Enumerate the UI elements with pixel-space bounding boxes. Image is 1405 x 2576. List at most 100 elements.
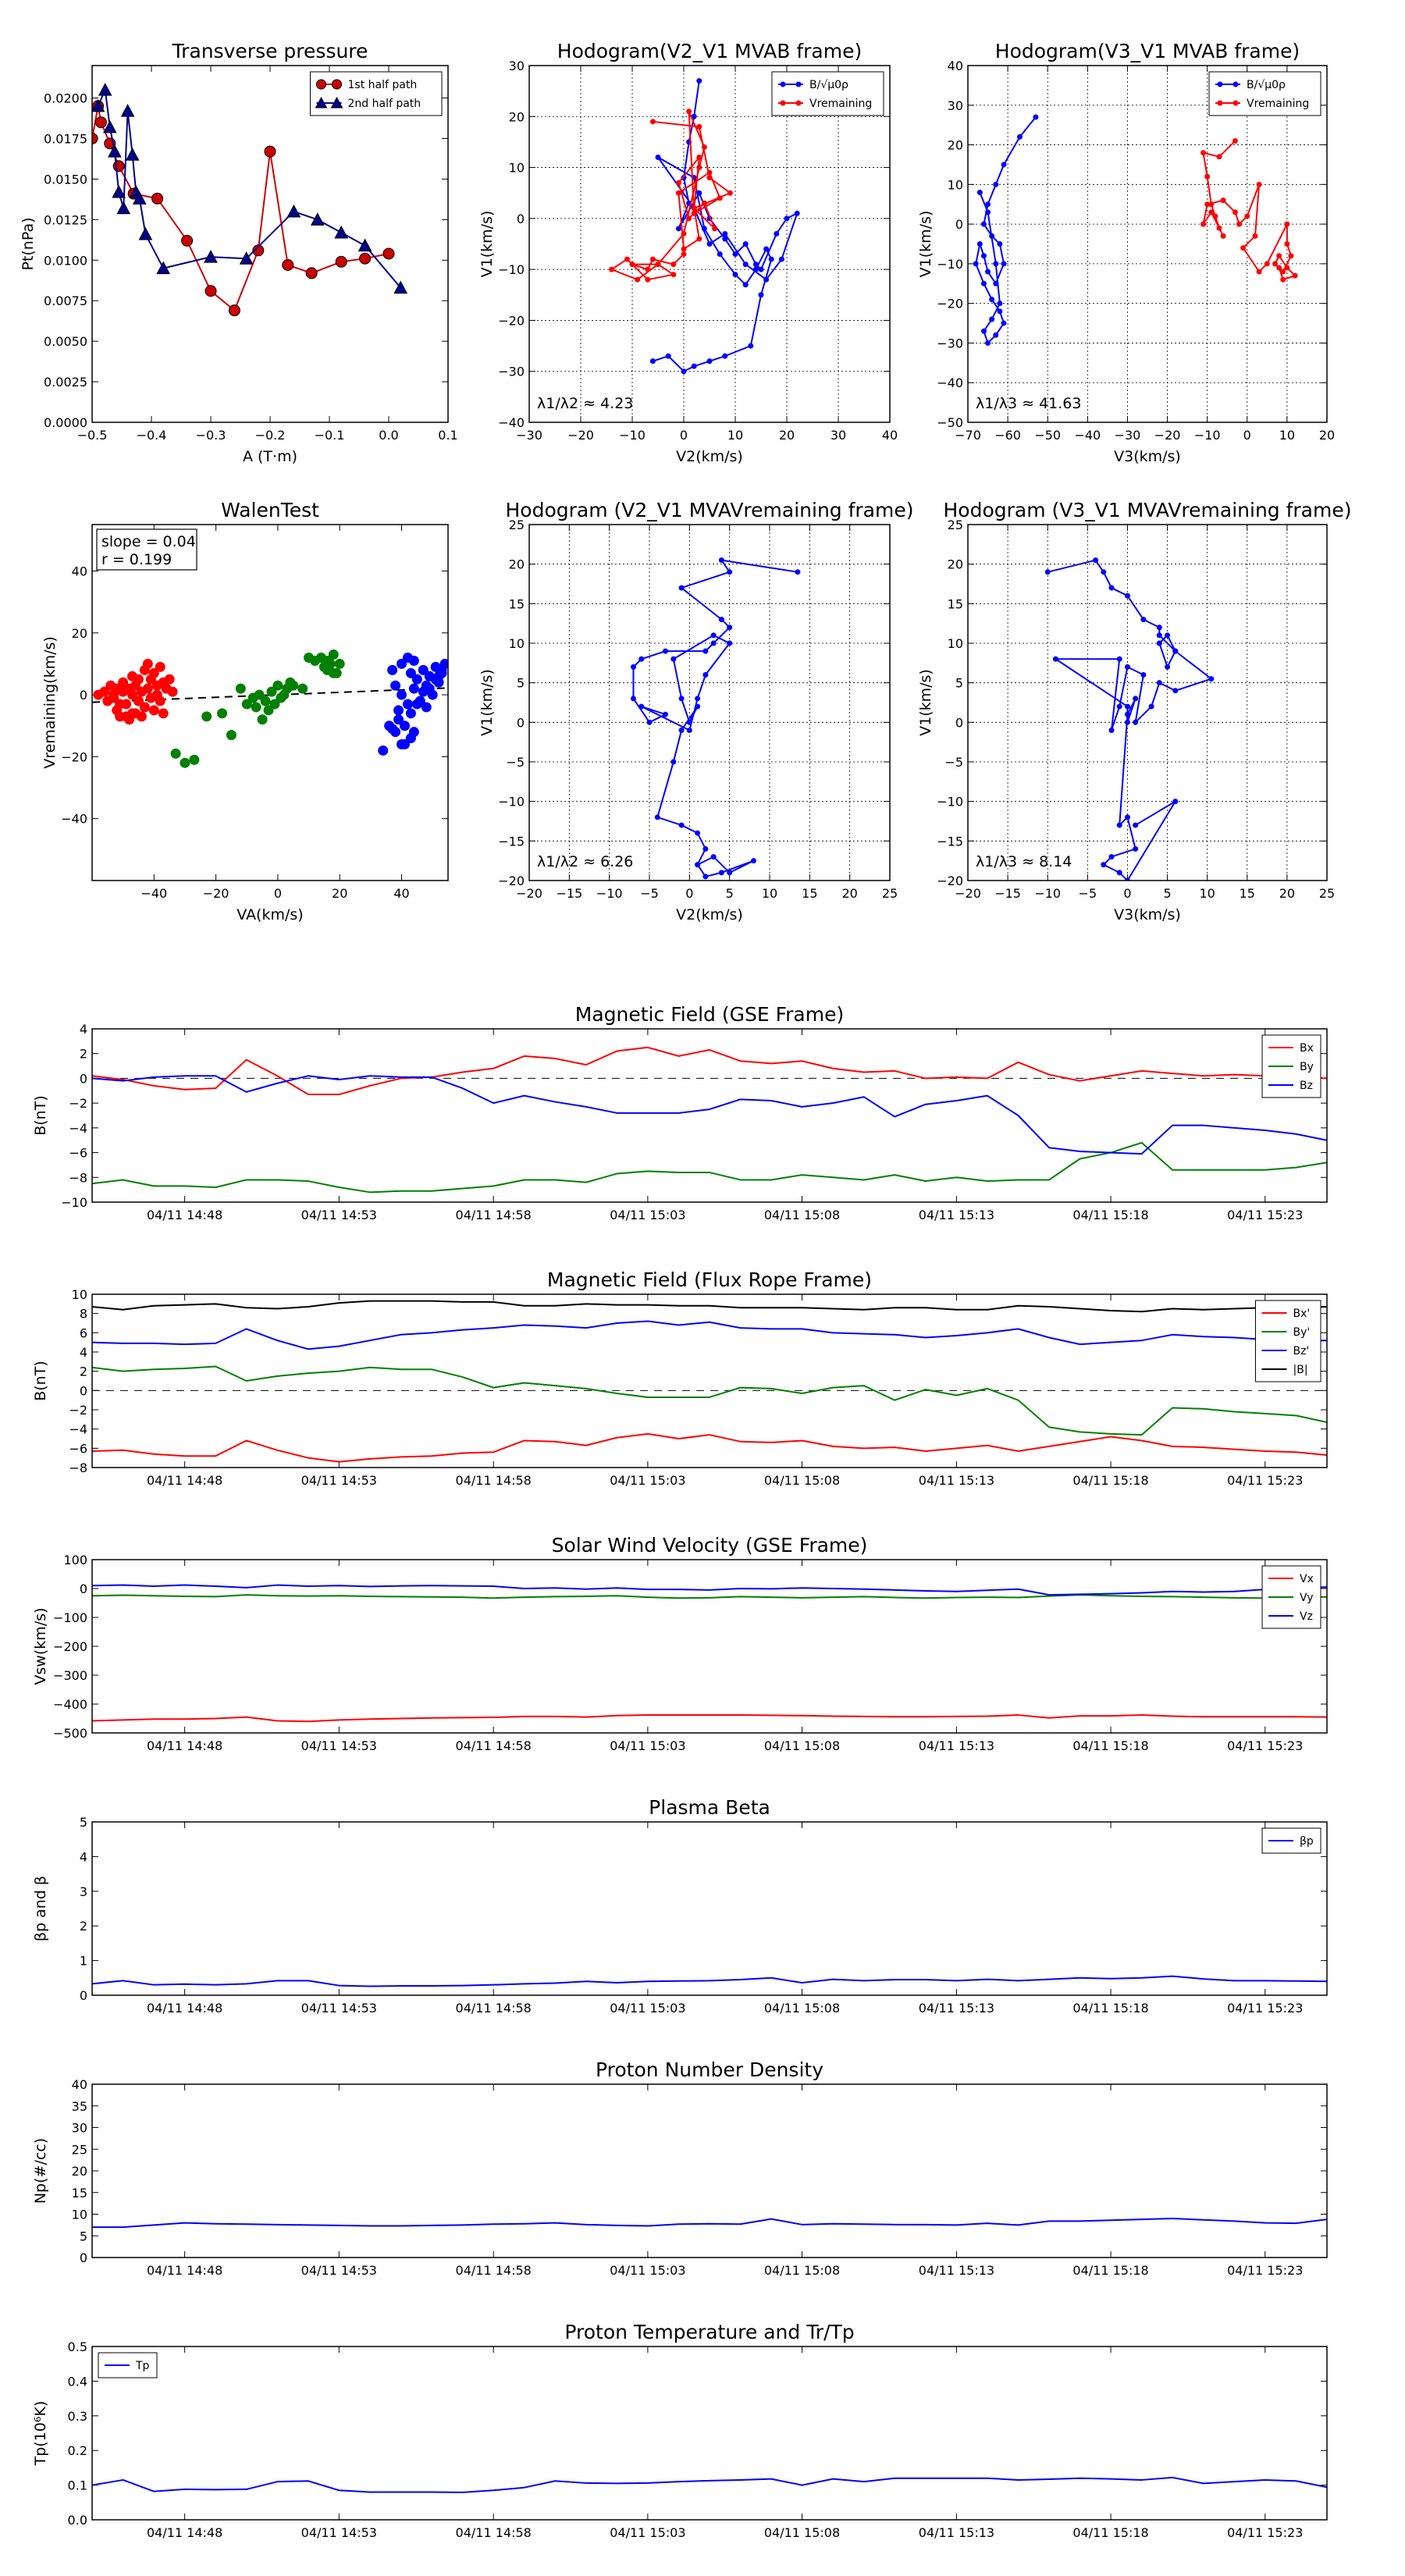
data-point (678, 822, 685, 828)
x-tick-label: 04/11 15:23 (1227, 1473, 1303, 1488)
chart-hodo2: −70 −60 −50 −40 −30 −20 −10 0 10 20 −50 −40 −30 −20 −1… (917, 40, 1335, 465)
x-tick-label: 0.1 (438, 428, 457, 443)
data-point (94, 116, 107, 129)
data-point (758, 292, 764, 298)
x-tick-label: −30 (1115, 428, 1141, 443)
scatter-point (269, 699, 280, 710)
data-point (670, 272, 677, 278)
y-tick-label: −20 (937, 297, 963, 311)
data-point (727, 624, 733, 631)
data-point (686, 719, 692, 725)
series-line (92, 1320, 1327, 1350)
y-tick-label: −30 (937, 336, 963, 350)
data-point (696, 236, 702, 242)
series-line (92, 2218, 1327, 2229)
y-tick-label: 0.1 (68, 2478, 87, 2493)
y-tick-label: 0.0000 (44, 415, 87, 430)
y-tick-label: 25 (72, 2142, 87, 2157)
y-tick-label: 0.0 (68, 2513, 87, 2528)
x-tick-label: 0 (1123, 886, 1131, 901)
x-tick-label: −20 (1154, 428, 1181, 443)
data-point (763, 276, 770, 283)
scatter-point (378, 745, 389, 756)
data-point (1292, 272, 1298, 279)
data-point (686, 215, 692, 222)
plot-frame (967, 65, 1328, 423)
data-point (710, 640, 717, 646)
x-tick-label: 10 (762, 886, 777, 901)
y-tick-label: 2 (80, 1047, 87, 1062)
y-tick-label: 0 (80, 1383, 87, 1398)
scatter-point (393, 714, 404, 725)
y-tick-label: −10 (937, 257, 963, 272)
y-tick-label: 0.0175 (44, 131, 87, 146)
y-tick-label: 0 (80, 1071, 87, 1086)
data-point (239, 251, 254, 265)
series-line (92, 2476, 1327, 2493)
data-point (989, 316, 995, 322)
plot-background (529, 525, 890, 881)
x-tick-label: 0 (680, 428, 688, 443)
legend-label: Vremaining (1247, 98, 1309, 110)
data-point (670, 656, 677, 662)
data-point (663, 648, 669, 654)
scatter-point (266, 686, 277, 697)
legend-box (310, 71, 443, 116)
legend-marker (316, 79, 326, 90)
y-tick-label: 6 (80, 1325, 87, 1340)
series-group (92, 1975, 1327, 1987)
data-point (1276, 253, 1282, 259)
series-line (92, 1300, 1327, 1313)
x-tick-label: 04/11 14:48 (147, 1738, 222, 1753)
y-tick-label: 15 (509, 596, 525, 611)
y-tick-label: −20 (498, 313, 525, 328)
x-tick-label: 04/11 15:23 (1227, 1208, 1303, 1222)
data-point (663, 711, 669, 717)
data-point (696, 78, 702, 84)
scatter-point (235, 683, 246, 694)
data-point (629, 262, 635, 268)
x-tick-label: 04/11 15:08 (764, 1208, 840, 1222)
x-tick-label: 20 (841, 886, 857, 901)
x-tick-label: 04/11 15:13 (919, 1738, 994, 1753)
y-tick-label: 20 (948, 138, 963, 153)
eigenvalue-ratio: λ1/λ2 ≈ 4.23 (537, 395, 633, 412)
x-tick-label: 04/11 15:23 (1227, 2525, 1303, 2540)
chart-transverse: −0.5 −0.4 −0.3 −0.2 −0.1 0.0 0.1 0.0000 0.0025 0.… (20, 40, 458, 465)
data-point (630, 696, 636, 702)
data-point (125, 148, 140, 161)
data-point (1172, 688, 1179, 694)
series-line (92, 1584, 1327, 1596)
y-tick-label: 0 (955, 715, 963, 730)
x-tick-label: 04/11 15:13 (919, 2263, 994, 2278)
x-tick-label: 25 (882, 886, 898, 901)
data-point (980, 280, 987, 286)
data-point (1236, 221, 1243, 227)
data-point (655, 155, 661, 161)
data-point (997, 241, 1003, 247)
plot-background (968, 66, 1327, 422)
x-tick-label: −5 (1079, 886, 1097, 901)
data-point (695, 696, 701, 702)
scatter-point (424, 683, 435, 694)
y-tick-label: 0.2 (68, 2443, 87, 2458)
data-point (1124, 664, 1130, 670)
scatter-point (133, 696, 144, 706)
data-point (638, 703, 645, 710)
y-tick-label: 0 (80, 1988, 87, 2003)
x-tick-label: 04/11 15:03 (610, 1738, 685, 1753)
y-tick-label: 10 (509, 636, 525, 651)
series-group (1044, 557, 1215, 881)
x-tick-label: 04/11 14:48 (147, 2263, 222, 2278)
x-tick-label: 0.0 (379, 428, 398, 443)
scatter-point (142, 658, 153, 669)
legend-label: Bx' (1293, 1308, 1311, 1320)
scatter-point (155, 661, 165, 672)
chart-title: Hodogram (V2_V1 MVAVremaining frame) (506, 499, 914, 521)
x-tick-label: 30 (831, 428, 846, 443)
y-tick-label: 100 (63, 1553, 87, 1567)
x-tick-label: −30 (516, 428, 542, 443)
data-point (228, 304, 240, 317)
y-tick-label: 0.4 (68, 2374, 87, 2389)
x-axis-label: V3(km/s) (1114, 448, 1181, 465)
